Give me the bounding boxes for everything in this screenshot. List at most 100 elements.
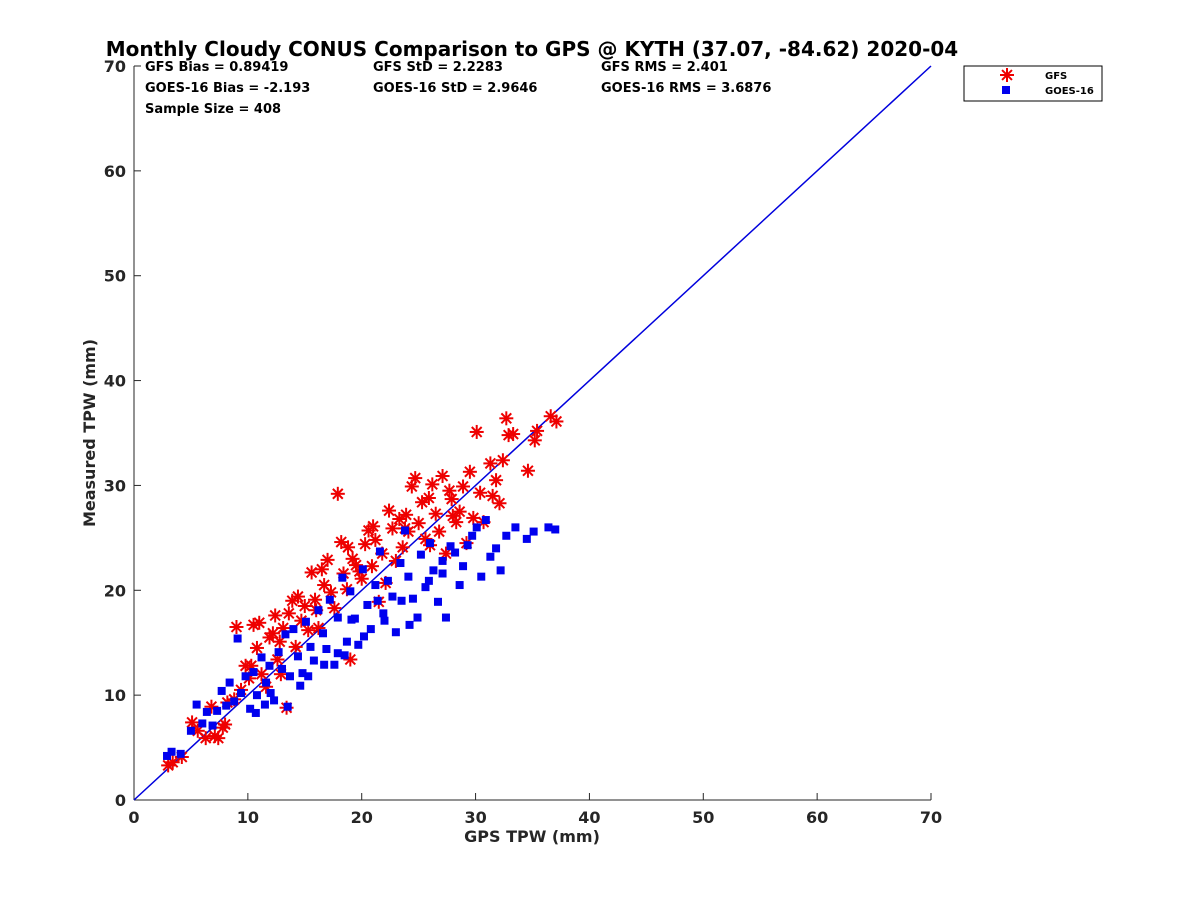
goes-point [296, 681, 305, 690]
goes-point [463, 541, 472, 550]
goes-point [266, 689, 275, 698]
gfs-point [385, 521, 400, 536]
x-tick-label: 0 [128, 808, 139, 827]
gfs-point [444, 492, 459, 507]
gfs-point [211, 731, 226, 746]
gfs-point [499, 411, 514, 426]
legend-goes-label: GOES-16 [1045, 86, 1094, 97]
gfs-point [249, 640, 264, 655]
gfs-point [495, 453, 510, 468]
one-to-one-line-group [133, 65, 932, 801]
stat-goes-std: GOES-16 StD = 2.9646 [373, 81, 537, 96]
goes-point [468, 531, 477, 540]
gfs-point [395, 540, 410, 555]
goes-point [477, 572, 486, 581]
gfs-point [432, 524, 447, 539]
goes-point [522, 534, 531, 543]
goes-point [325, 595, 334, 604]
y-tick-label: 20 [104, 581, 126, 600]
x-tick-label: 60 [806, 808, 828, 827]
gfs-point [265, 626, 280, 641]
x-tick-label: 20 [351, 808, 373, 827]
goes-point [274, 648, 283, 657]
goes-point [544, 523, 553, 532]
goes-point [396, 559, 405, 568]
gfs-point [320, 552, 335, 567]
gfs-point [411, 516, 426, 531]
stat-goes-bias: GOES-16 Bias = -2.193 [145, 81, 310, 96]
gfs-point [304, 565, 319, 580]
goes-point [511, 523, 520, 532]
goes-point [446, 542, 455, 551]
goes-point [309, 656, 318, 665]
stat-goes-rms: GOES-16 RMS = 3.6876 [601, 81, 771, 96]
goes-point [176, 749, 185, 758]
gfs-point [435, 468, 450, 483]
goes-point [421, 583, 430, 592]
goes-point [455, 581, 464, 590]
y-tick-label: 30 [104, 476, 126, 495]
goes-point [481, 516, 490, 525]
x-tick-label: 30 [464, 808, 486, 827]
gfs-point [364, 559, 379, 574]
legend-goes-marker [1002, 86, 1010, 94]
x-tick-label: 50 [692, 808, 714, 827]
goes-series [163, 516, 560, 760]
goes-point [320, 660, 329, 669]
goes-point [252, 691, 261, 700]
gfs-point [527, 433, 542, 448]
goes-point [359, 632, 368, 641]
axis-ticks: 0 10 20 30 40 50 60 70 0 10 20 30 40 50 60 70 [104, 57, 942, 827]
goes-point [333, 613, 342, 622]
y-tick-label: 50 [104, 267, 126, 286]
goes-point [249, 668, 258, 677]
goes-point [459, 562, 468, 571]
goes-point [230, 697, 239, 706]
gfs-point [399, 507, 414, 522]
goes-point [375, 547, 384, 556]
gfs-point [297, 599, 312, 614]
gfs-point [469, 424, 484, 439]
goes-point [301, 617, 310, 626]
x-tick-label: 40 [578, 808, 600, 827]
gfs-point [270, 652, 285, 667]
goes-point [426, 539, 435, 548]
gfs-point [483, 456, 498, 471]
goes-point [208, 721, 217, 730]
y-tick-label: 40 [104, 372, 126, 391]
goes-point [373, 596, 382, 605]
stat-sample-size: Sample Size = 408 [145, 102, 281, 117]
goes-point [492, 544, 501, 553]
gfs-point [442, 483, 457, 498]
stat-gfs-bias: GFS Bias = 0.89419 [145, 60, 288, 75]
gfs-point [449, 515, 464, 530]
goes-point [408, 594, 417, 603]
goes-point [257, 653, 266, 662]
gfs-point [252, 615, 267, 630]
gfs-point [506, 427, 521, 442]
goes-point [241, 672, 250, 681]
goes-point [388, 592, 397, 601]
one-to-one-line [133, 65, 932, 801]
gfs-point [314, 562, 329, 577]
goes-point [354, 640, 363, 649]
gfs-point [549, 414, 564, 429]
goes-point [314, 606, 323, 615]
gfs-point [425, 477, 440, 492]
y-tick-label: 70 [104, 57, 126, 76]
goes-point [283, 702, 292, 711]
goes-point [270, 696, 279, 705]
goes-point [217, 686, 226, 695]
goes-point [306, 642, 315, 651]
gfs-point [218, 717, 233, 732]
gfs-point [288, 639, 303, 654]
goes-point [222, 701, 231, 710]
goes-point [346, 587, 355, 596]
y-axis-label: Measured TPW (mm) [80, 339, 99, 527]
goes-point [441, 613, 450, 622]
goes-point [285, 672, 294, 681]
goes-point [167, 747, 176, 756]
gfs-point [473, 485, 488, 500]
goes-point [198, 719, 207, 728]
